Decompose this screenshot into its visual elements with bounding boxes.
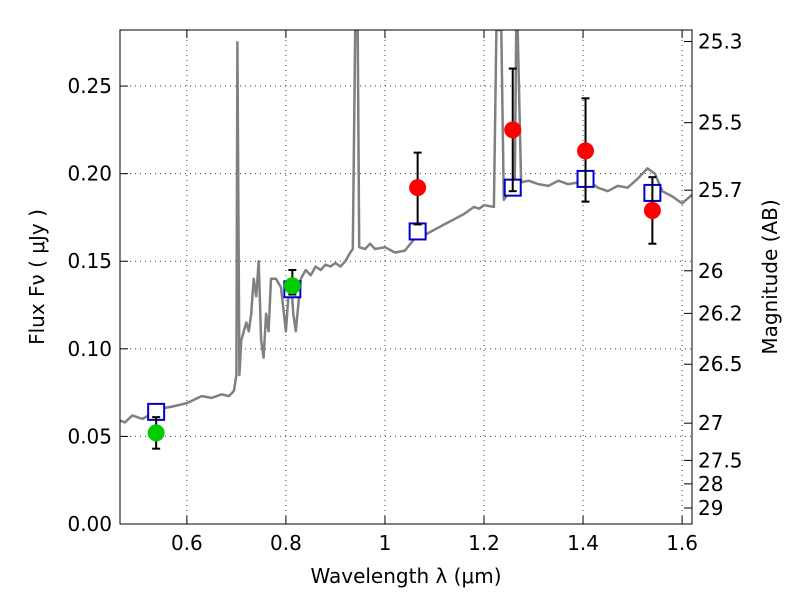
y-axis-title: Flux Fν ( μJy ) bbox=[25, 209, 49, 345]
magnitude-tick-label: 26.5 bbox=[698, 352, 743, 376]
y-tick-label: 0.25 bbox=[67, 74, 112, 98]
model-photometry-square bbox=[408, 222, 427, 241]
x-tick-label: 0.6 bbox=[171, 531, 203, 555]
x-tick-label: 1.4 bbox=[567, 531, 599, 555]
sed-model-line bbox=[120, 30, 692, 424]
axes-ticks: 0.6 0.8 1 1.2 1.4 1.6 0.00 0.05 0.10 0.15 0.20 0.25… bbox=[67, 29, 742, 555]
magnitude-tick-label: 27 bbox=[698, 411, 723, 435]
observed-flux-point bbox=[643, 201, 661, 219]
y-tick-label: 0.15 bbox=[67, 249, 112, 273]
observed-flux-point bbox=[577, 142, 595, 160]
x-tick-label: 1.6 bbox=[666, 531, 698, 555]
y-tick-label: 0.00 bbox=[67, 512, 112, 536]
plot-frame bbox=[119, 29, 693, 525]
magnitude-tick-label: 26.2 bbox=[698, 301, 743, 325]
plot-area bbox=[120, 30, 692, 450]
y-tick-label: 0.05 bbox=[67, 424, 112, 448]
plot-content bbox=[120, 30, 692, 450]
x-axis-title: Wavelength λ (μm) bbox=[310, 564, 501, 588]
magnitude-tick-label: 25.5 bbox=[698, 111, 743, 135]
magnitude-tick-label: 25.7 bbox=[698, 178, 743, 202]
magnitude-tick-label: 27.5 bbox=[698, 448, 743, 472]
observed-flux-point bbox=[283, 277, 301, 295]
y-tick-label: 0.20 bbox=[67, 162, 112, 186]
observed-flux-point bbox=[147, 424, 165, 442]
x-tick-label: 1.2 bbox=[468, 531, 500, 555]
x-tick-label: 0.8 bbox=[270, 531, 302, 555]
magnitude-tick-label: 29 bbox=[698, 496, 723, 520]
grid bbox=[120, 30, 692, 524]
y-tick-label: 0.10 bbox=[67, 337, 112, 361]
observed-flux-point bbox=[409, 179, 427, 197]
right-axis-title: Magnitude (AB) bbox=[758, 199, 782, 354]
magnitude-tick-label: 26 bbox=[698, 259, 723, 283]
magnitude-tick-label: 28 bbox=[698, 472, 723, 496]
observed-flux-point bbox=[504, 121, 522, 139]
magnitude-tick-label: 25.3 bbox=[698, 29, 743, 53]
x-tick-label: 1 bbox=[379, 531, 392, 555]
